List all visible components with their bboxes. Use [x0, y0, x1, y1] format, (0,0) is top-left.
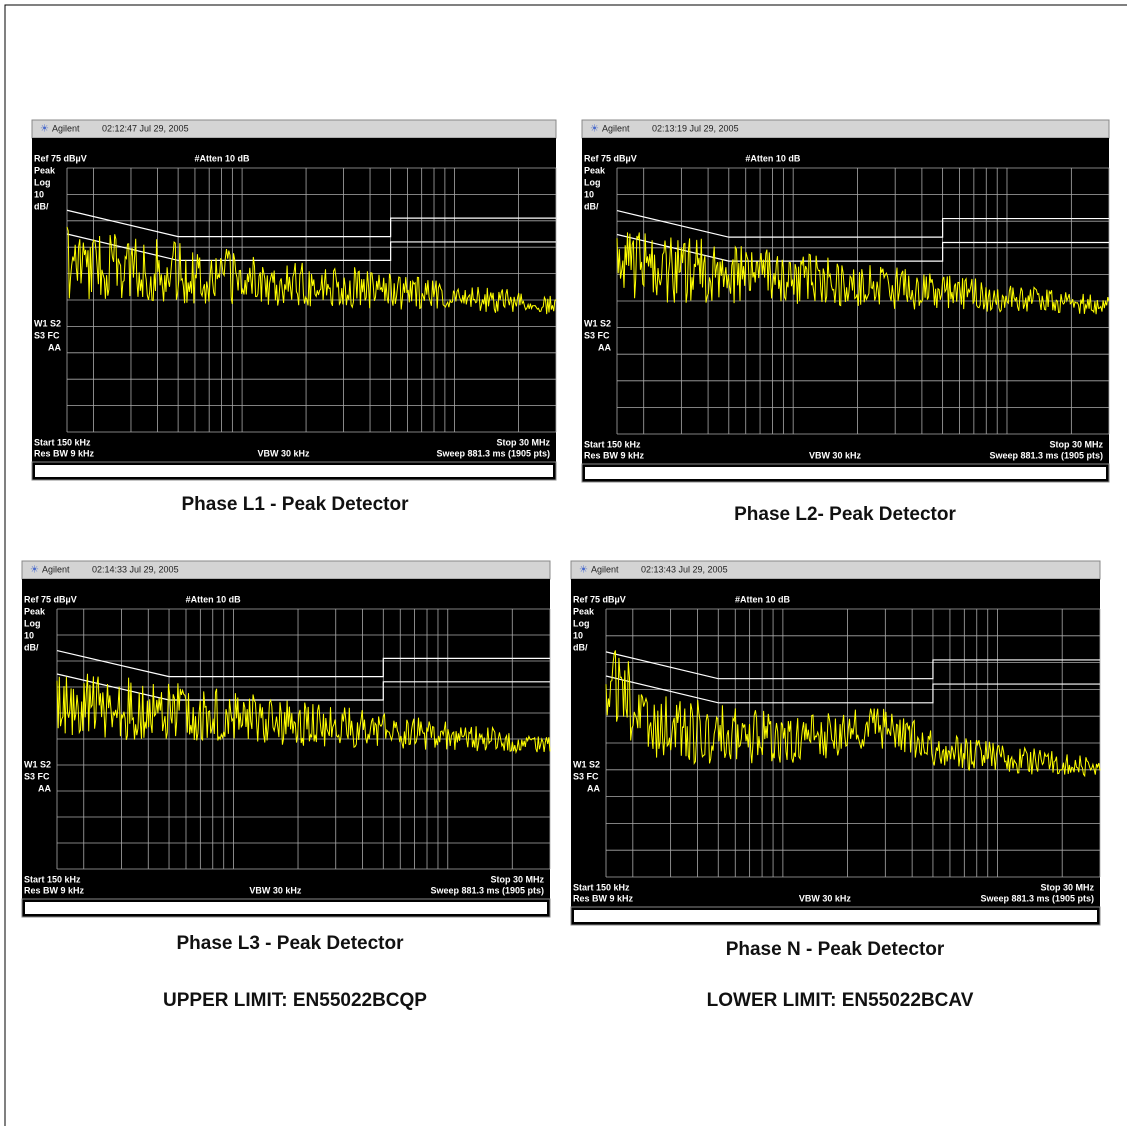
- header-timestamp: 02:12:47 Jul 29, 2005: [102, 123, 189, 133]
- side-label: Log: [34, 177, 51, 187]
- side-label: Log: [584, 177, 601, 187]
- sweep: Sweep 881.3 ms (1905 pts): [430, 885, 544, 895]
- attenuation: #Atten 10 dB: [186, 594, 242, 604]
- status-label: AA: [587, 783, 600, 793]
- vbw: VBW 30 kHz: [809, 450, 862, 460]
- status-label: S3 FC: [34, 330, 60, 340]
- vbw: VBW 30 kHz: [258, 448, 311, 458]
- side-label: Peak: [584, 165, 606, 175]
- caption: Phase N - Peak Detector: [726, 939, 945, 960]
- status-bar-inner: [35, 465, 553, 477]
- header-icon: ☀: [30, 565, 39, 576]
- status-bar-inner: [25, 902, 547, 914]
- sweep: Sweep 881.3 ms (1905 pts): [989, 450, 1103, 460]
- status-label: W1 S2: [584, 318, 611, 328]
- stop-freq: Stop 30 MHz: [496, 437, 550, 447]
- res-bw: Res BW 9 kHz: [34, 448, 95, 458]
- attenuation: #Atten 10 dB: [194, 153, 250, 163]
- caption: Phase L3 - Peak Detector: [176, 933, 404, 954]
- start-freq: Start 150 kHz: [573, 882, 630, 892]
- side-label: Log: [573, 618, 590, 628]
- header-timestamp: 02:13:43 Jul 29, 2005: [641, 564, 728, 574]
- side-label: 10: [34, 189, 44, 199]
- header-brand: Agilent: [52, 123, 80, 133]
- ref-level: Ref 75 dBµV: [584, 153, 637, 163]
- side-label: dB/: [34, 201, 49, 211]
- ref-level: Ref 75 dBµV: [573, 594, 626, 604]
- side-label: 10: [573, 630, 583, 640]
- res-bw: Res BW 9 kHz: [573, 893, 634, 903]
- caption: Phase L1 - Peak Detector: [181, 494, 409, 515]
- res-bw: Res BW 9 kHz: [24, 885, 85, 895]
- side-label: 10: [584, 189, 594, 199]
- ref-level: Ref 75 dBµV: [24, 594, 77, 604]
- header-icon: ☀: [590, 124, 599, 135]
- status-label: W1 S2: [34, 318, 61, 328]
- caption: Phase L2- Peak Detector: [734, 504, 956, 525]
- status-label: AA: [48, 342, 61, 352]
- sweep: Sweep 881.3 ms (1905 pts): [980, 893, 1094, 903]
- side-label: dB/: [573, 642, 588, 652]
- side-label: Peak: [34, 165, 56, 175]
- stop-freq: Stop 30 MHz: [490, 874, 544, 884]
- res-bw: Res BW 9 kHz: [584, 450, 645, 460]
- header-icon: ☀: [579, 565, 588, 576]
- side-label: dB/: [584, 201, 599, 211]
- status-label: S3 FC: [573, 771, 599, 781]
- ref-level: Ref 75 dBµV: [34, 153, 87, 163]
- status-label: AA: [598, 342, 611, 352]
- page: ☀Agilent02:12:47 Jul 29, 2005Ref 75 dBµV…: [0, 0, 1127, 1126]
- stop-freq: Stop 30 MHz: [1049, 439, 1103, 449]
- limit-label: UPPER LIMIT: EN55022BCQP: [163, 990, 427, 1011]
- status-bar-inner: [574, 910, 1097, 922]
- header-brand: Agilent: [602, 123, 630, 133]
- side-label: dB/: [24, 642, 39, 652]
- header-timestamp: 02:13:19 Jul 29, 2005: [652, 123, 739, 133]
- sweep: Sweep 881.3 ms (1905 pts): [436, 448, 550, 458]
- side-label: 10: [24, 630, 34, 640]
- vbw: VBW 30 kHz: [799, 893, 852, 903]
- header-brand: Agilent: [42, 564, 70, 574]
- attenuation: #Atten 10 dB: [745, 153, 801, 163]
- header-timestamp: 02:14:33 Jul 29, 2005: [92, 564, 179, 574]
- status-label: S3 FC: [584, 330, 610, 340]
- status-label: AA: [38, 783, 51, 793]
- start-freq: Start 150 kHz: [34, 437, 91, 447]
- header-brand: Agilent: [591, 564, 619, 574]
- side-label: Log: [24, 618, 41, 628]
- start-freq: Start 150 kHz: [24, 874, 81, 884]
- header-icon: ☀: [40, 124, 49, 135]
- status-label: W1 S2: [24, 759, 51, 769]
- status-label: W1 S2: [573, 759, 600, 769]
- limit-label: LOWER LIMIT: EN55022BCAV: [707, 990, 974, 1011]
- vbw: VBW 30 kHz: [249, 885, 302, 895]
- side-label: Peak: [24, 606, 46, 616]
- stop-freq: Stop 30 MHz: [1040, 882, 1094, 892]
- side-label: Peak: [573, 606, 595, 616]
- status-bar-inner: [585, 467, 1106, 479]
- start-freq: Start 150 kHz: [584, 439, 641, 449]
- status-label: S3 FC: [24, 771, 50, 781]
- attenuation: #Atten 10 dB: [735, 594, 791, 604]
